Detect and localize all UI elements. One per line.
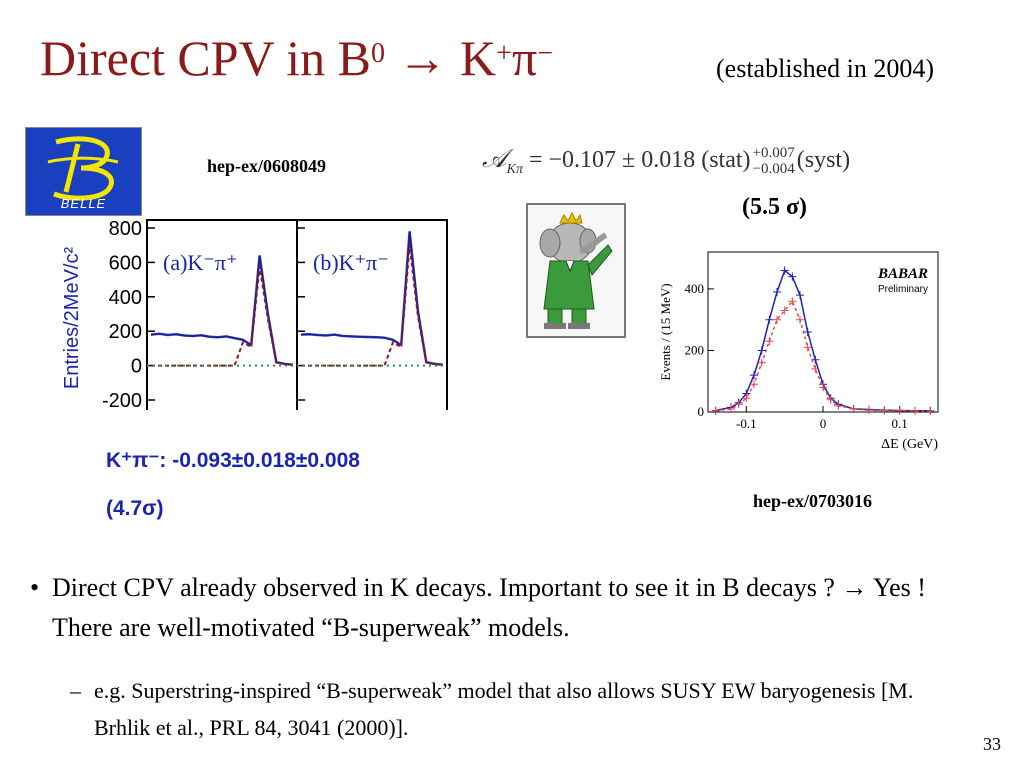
- babar-data-point: [765, 315, 774, 324]
- babar-data-point: [734, 400, 743, 409]
- babar-elephant-picture: [526, 203, 626, 338]
- formula-eq: = −0.107 ± 0.018 (stat): [522, 147, 751, 173]
- belle-signal-line: [151, 266, 294, 367]
- formula-syst-errors: +0.007 −0.004: [753, 145, 795, 177]
- belle-y-axis-label: Entries/2MeV/c²: [61, 247, 83, 390]
- babar-data-point: [803, 328, 812, 336]
- babar-significance: (5.5 σ): [742, 194, 808, 220]
- bullet-sub: – e.g. Superstring-inspired “B-superweak…: [70, 672, 970, 746]
- babar-data-point: [742, 394, 751, 403]
- babar-data-point: [750, 380, 758, 389]
- babar-data-point: [803, 343, 812, 352]
- babar-x-axis-label: ΔE (GeV): [881, 437, 938, 452]
- babar-data-point: [780, 266, 789, 275]
- belle-panel-frame: [146, 219, 298, 410]
- babar-data-point: [834, 401, 843, 410]
- bullet-dash: –: [70, 678, 81, 703]
- belle-logo: BELLE: [25, 127, 142, 216]
- belle-panel-frame: [296, 219, 448, 410]
- babar-data-point: [849, 404, 858, 413]
- babar-data-point: [796, 291, 804, 300]
- babar-data-point: [757, 358, 766, 367]
- page-number: 33: [983, 734, 1001, 754]
- slide-title: Direct CPV in B0 → K+π−: [40, 30, 553, 86]
- belle-result: K⁺π⁻: -0.093±0.018±0.008: [106, 449, 360, 472]
- babar-data-point: [788, 297, 797, 306]
- babar-chart: Events / (15 MeV) 0 200 400 -0.1 0 0.1 ΔE (GeV)…: [658, 251, 939, 452]
- babar-data-point: [895, 406, 904, 415]
- babar-asymmetry-formula: 𝒜Kπ = −0.107 ± 0.018 (stat) +0.007 −0.004(…: [482, 144, 850, 178]
- formula-up: +0.007: [752, 145, 795, 162]
- belle-y-tick-label: 600: [109, 252, 142, 274]
- babar-preliminary-label: Preliminary: [878, 284, 928, 295]
- belle-y-tick-label: 800: [109, 218, 142, 240]
- belle-result-sigma: (4.7σ): [106, 497, 164, 520]
- bullet-main: • Direct CPV already observed in K decay…: [30, 568, 990, 648]
- babar-y-tick-label: 400: [685, 281, 705, 296]
- formula-sub: Kπ: [506, 161, 523, 177]
- babar-data-point: [727, 404, 735, 413]
- babar-logo-text: BABAR: [877, 266, 928, 282]
- babar-data-point: [796, 315, 804, 324]
- babar-y-tick-label: 0: [698, 404, 705, 419]
- belle-y-tick-label: -200: [102, 390, 142, 410]
- belle-y-tick-label: 0: [131, 356, 142, 378]
- babar-data-point: [819, 383, 827, 392]
- babar-y-axis-label: Events / (15 MeV): [658, 283, 673, 380]
- babar-x-tick-label: -0.1: [736, 416, 757, 431]
- belle-y-tick-label: 400: [109, 287, 142, 309]
- slide-subtitle: (established in 2004): [716, 54, 935, 83]
- formula-down: −0.004: [752, 161, 795, 178]
- bullet-sub-text: e.g. Superstring-inspired “B-superweak” …: [94, 678, 914, 740]
- babar-y-tick-label: 200: [685, 342, 705, 357]
- babar-data-point: [780, 306, 789, 315]
- bullet-dot: •: [30, 573, 40, 602]
- babar-x-tick-label: 0.1: [892, 416, 908, 431]
- babar-elephant-icon: [539, 211, 613, 329]
- babar-data-point: [765, 337, 774, 346]
- babar-reference: hep-ex/0703016: [753, 491, 872, 511]
- belle-signal-line: [301, 244, 444, 367]
- babar-data-point: [926, 407, 935, 416]
- belle-logo-label: BELLE: [60, 196, 107, 211]
- babar-data-point: [826, 395, 835, 404]
- babar-data-point: [750, 371, 758, 380]
- babar-data-point: [711, 406, 720, 415]
- babar-data-point: [811, 364, 820, 373]
- babar-data-point: [788, 272, 797, 281]
- belle-b-icon: [47, 136, 119, 201]
- belle-panel-label: (a)K⁻π⁺: [163, 250, 238, 275]
- babar-data-point: [911, 407, 919, 416]
- formula-syst: (syst): [796, 147, 851, 173]
- babar-series-line: [715, 299, 931, 412]
- belle-reference: hep-ex/0608049: [207, 156, 326, 176]
- belle-panel-label: (b)K⁺π⁻: [313, 250, 389, 275]
- babar-data-point: [757, 346, 766, 355]
- babar-x-tick-label: 0: [820, 416, 827, 431]
- babar-data-point: [773, 315, 781, 324]
- babar-data-point: [880, 406, 889, 415]
- bullet-main-text: Direct CPV already observed in K decays.…: [52, 573, 926, 642]
- formula-lhs: 𝒜: [482, 144, 507, 173]
- belle-y-tick-label: 200: [109, 321, 142, 343]
- babar-data-point: [773, 288, 781, 296]
- babar-data-point: [865, 406, 873, 415]
- belle-chart: Entries/2MeV/c² 800 600 400 200 0 -200 (a)K⁻π⁺ (…: [61, 218, 448, 410]
